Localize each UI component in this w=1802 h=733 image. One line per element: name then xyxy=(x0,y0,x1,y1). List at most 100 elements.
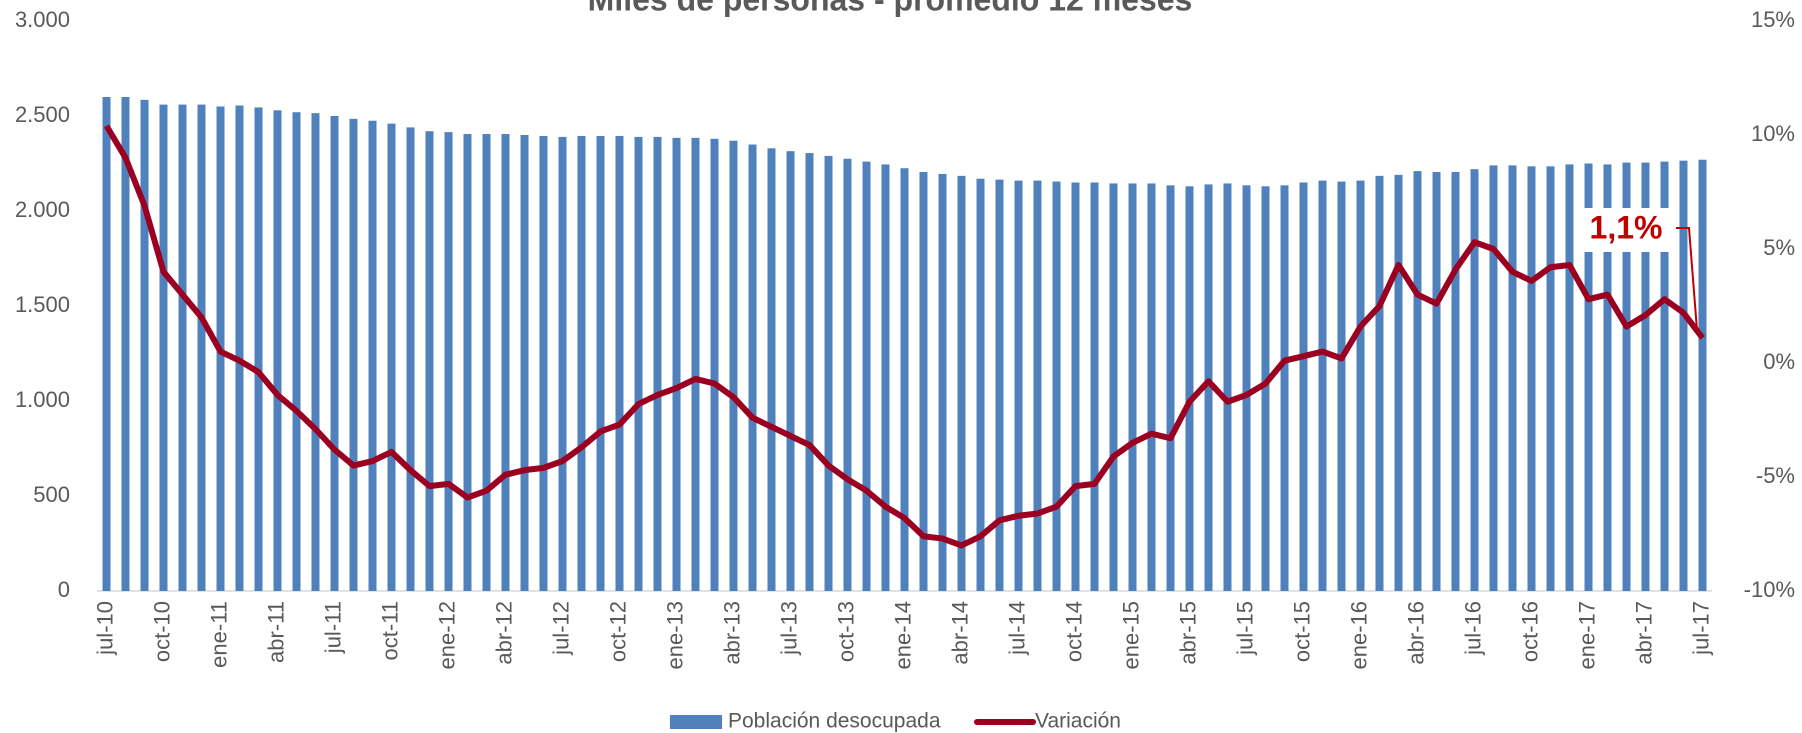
annotation-arrow xyxy=(1676,227,1698,331)
bar xyxy=(1584,163,1593,591)
bar xyxy=(254,107,263,591)
x-tick-label: jul-14 xyxy=(1004,601,1029,656)
legend-swatch xyxy=(670,715,722,729)
bar xyxy=(292,112,301,591)
bar xyxy=(919,172,928,592)
legend-label: Población desocupada xyxy=(728,710,941,733)
bar xyxy=(1356,180,1365,591)
bar xyxy=(197,104,206,591)
bar xyxy=(748,144,757,591)
bar xyxy=(463,134,472,592)
x-tick-label: ene-14 xyxy=(890,601,915,670)
bar xyxy=(577,135,586,591)
bar xyxy=(1318,180,1327,591)
bar xyxy=(178,104,187,591)
x-tick-label: oct-14 xyxy=(1061,601,1086,662)
bar xyxy=(1033,180,1042,591)
x-tick-label: ene-12 xyxy=(434,601,459,670)
x-tick-label: ene-17 xyxy=(1574,601,1599,670)
legend-label: Variación xyxy=(1035,710,1121,733)
y2-tick-label: 0% xyxy=(1763,349,1795,374)
bar xyxy=(729,140,738,591)
bar xyxy=(1413,171,1422,591)
bar xyxy=(1565,164,1574,591)
bar xyxy=(1337,181,1346,592)
bar xyxy=(1280,185,1289,591)
bar xyxy=(1603,164,1612,591)
bar xyxy=(330,116,339,591)
bar xyxy=(957,175,966,591)
bar xyxy=(672,137,681,591)
bar xyxy=(368,120,377,591)
y-tick-label: 0 xyxy=(58,577,70,602)
bar xyxy=(615,135,624,591)
bar xyxy=(1204,184,1213,591)
bar xyxy=(102,97,111,591)
x-tick-label: jul-11 xyxy=(320,601,345,654)
bar xyxy=(691,137,700,591)
x-tick-label: jul-16 xyxy=(1460,601,1485,656)
y2-tick-label: -10% xyxy=(1744,577,1795,602)
y-tick-label: 1.500 xyxy=(15,292,70,317)
x-tick-label: abr-15 xyxy=(1175,601,1200,665)
x-tick-label: jul-12 xyxy=(548,601,573,656)
bar xyxy=(1375,175,1384,591)
bar xyxy=(805,153,814,592)
bar xyxy=(881,164,890,591)
bar xyxy=(1223,183,1232,591)
bar xyxy=(1660,161,1669,591)
bar xyxy=(710,138,719,592)
bar xyxy=(140,99,149,591)
x-tick-label: oct-11 xyxy=(377,601,402,661)
bar xyxy=(1470,169,1479,591)
x-tick-label: jul-17 xyxy=(1688,601,1713,656)
x-tick-label: abr-17 xyxy=(1631,601,1656,665)
bar xyxy=(1299,182,1308,591)
bar xyxy=(425,131,434,591)
bar xyxy=(1432,172,1441,592)
x-tick-label: abr-12 xyxy=(491,601,516,665)
bar xyxy=(824,155,833,591)
x-tick-label: oct-12 xyxy=(605,601,630,662)
bar xyxy=(121,97,130,591)
bar xyxy=(482,134,491,592)
bar xyxy=(501,134,510,592)
bar xyxy=(520,135,529,591)
bar xyxy=(596,135,605,591)
x-tick-label: ene-11 xyxy=(206,601,231,668)
bar xyxy=(1546,166,1555,591)
x-tick-label: oct-13 xyxy=(833,601,858,662)
bar xyxy=(387,123,396,591)
bar xyxy=(938,173,947,591)
bar xyxy=(1014,180,1023,591)
x-tick-label: abr-11 xyxy=(263,601,288,663)
bar xyxy=(786,151,795,591)
x-tick-label: oct-16 xyxy=(1517,601,1542,662)
y2-tick-label: -5% xyxy=(1756,463,1795,488)
annotation-group: 1,1% xyxy=(1580,208,1698,331)
bar xyxy=(1185,186,1194,592)
annotation-box xyxy=(1580,208,1672,252)
bar xyxy=(406,127,415,592)
y2-tick-label: 15% xyxy=(1751,7,1795,32)
bar xyxy=(1071,182,1080,591)
chart-title: Miles de personas - promedio 12 meses xyxy=(588,0,1193,17)
bar xyxy=(1090,182,1099,591)
x-tick-label: abr-14 xyxy=(947,601,972,665)
x-tick-label: abr-16 xyxy=(1403,601,1428,665)
x-tick-label: jul-13 xyxy=(776,601,801,656)
y2-tick-label: 10% xyxy=(1751,121,1795,146)
bar xyxy=(1527,166,1536,591)
bar xyxy=(843,158,852,591)
annotation: 1,1% xyxy=(1590,209,1663,245)
bar xyxy=(1451,172,1460,592)
y-tick-label: 3.000 xyxy=(15,7,70,32)
plot-area: 0 500 1.000 1.500 2.000 2.500 3.000 -10% -5% 0% 5%… xyxy=(15,7,1795,733)
x-tick-label: jul-10 xyxy=(92,601,117,656)
bar xyxy=(273,110,282,592)
bar xyxy=(558,136,567,591)
y-tick-label: 2.500 xyxy=(15,102,70,127)
bar xyxy=(1261,186,1270,592)
bar xyxy=(235,105,244,592)
bar xyxy=(995,179,1004,591)
